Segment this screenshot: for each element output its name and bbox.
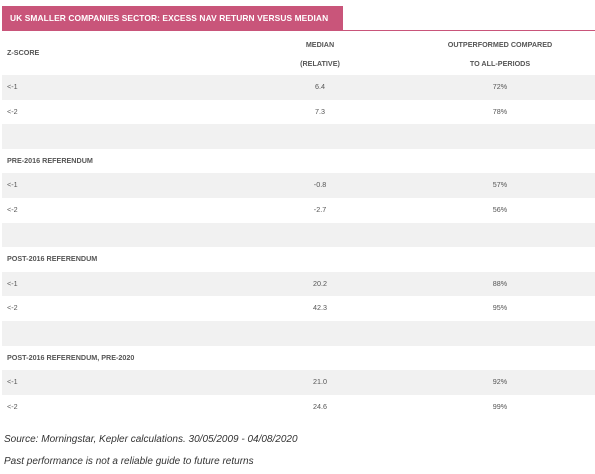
table-row: <-2 42.3 95% — [2, 296, 595, 321]
z-score-cell: <-2 — [7, 204, 18, 214]
disclaimer-note: Past performance is not a reliable guide… — [4, 456, 254, 467]
outperformed-cell: 95% — [492, 303, 508, 313]
z-score-cell: <-1 — [7, 82, 18, 91]
table-row: <-1 -0.8 57% — [2, 173, 595, 198]
spacer-row — [2, 124, 595, 149]
section-row: PRE-2016 REFERENDUM — [2, 149, 595, 174]
z-score-cell: <-2 — [7, 401, 18, 411]
median-cell: -0.8 — [313, 180, 327, 190]
outperformed-cell: 78% — [492, 106, 508, 116]
z-score-cell: <-2 — [7, 106, 18, 116]
outperformed-cell: 56% — [492, 204, 508, 214]
section-label: POST-2016 REFERENDUM, PRE-2020 — [7, 352, 135, 362]
table-title: UK SMALLER COMPANIES SECTOR: EXCESS NAV … — [2, 6, 343, 30]
median-cell: 42.3 — [313, 303, 327, 313]
median-cell: 20.2 — [313, 278, 327, 288]
header-median-sub: (RELATIVE) — [300, 59, 340, 68]
spacer-row — [2, 222, 595, 248]
median-cell: -2.7 — [313, 204, 327, 214]
section-row: POST-2016 REFERENDUM — [2, 247, 595, 272]
z-score-cell: <-1 — [7, 377, 18, 387]
table-row: <-2 7.3 78% — [2, 100, 595, 125]
table-row: <-2 24.6 99% — [2, 395, 595, 420]
table-row: <-1 6.4 72% — [2, 75, 595, 100]
median-cell: 21.0 — [313, 377, 327, 387]
header-outperformed: OUTPERFORMED COMPARED — [447, 40, 553, 49]
table-header: Z-SCORE MEDIAN (RELATIVE) OUTPERFORMED C… — [2, 31, 595, 75]
outperformed-cell: 57% — [492, 180, 508, 190]
header-outperformed-sub: TO ALL-PERIODS — [469, 59, 531, 68]
section-label: PRE-2016 REFERENDUM — [7, 155, 93, 165]
section-row: POST-2016 REFERENDUM, PRE-2020 — [2, 346, 595, 371]
table-row: <-1 20.2 88% — [2, 271, 595, 297]
outperformed-cell: 99% — [492, 401, 508, 411]
section-label: POST-2016 REFERENDUM — [7, 254, 98, 264]
spacer-row — [2, 320, 595, 346]
median-cell: 7.3 — [315, 106, 325, 116]
header-z-score: Z-SCORE — [7, 48, 40, 57]
table-row: <-1 21.0 92% — [2, 370, 595, 395]
median-cell: 24.6 — [313, 401, 327, 411]
table-row: <-2 -2.7 56% — [2, 198, 595, 223]
z-score-cell: <-2 — [7, 303, 18, 313]
outperformed-cell: 92% — [492, 377, 508, 387]
outperformed-cell: 88% — [492, 278, 508, 288]
header-median: MEDIAN — [305, 40, 335, 49]
source-note: Source: Morningstar, Kepler calculations… — [4, 434, 298, 445]
data-table: Z-SCORE MEDIAN (RELATIVE) OUTPERFORMED C… — [2, 31, 595, 419]
z-score-cell: <-1 — [7, 278, 18, 288]
title-divider — [2, 30, 595, 31]
z-score-cell: <-1 — [7, 180, 18, 190]
median-cell: 6.4 — [315, 82, 325, 91]
outperformed-cell: 72% — [492, 82, 508, 91]
